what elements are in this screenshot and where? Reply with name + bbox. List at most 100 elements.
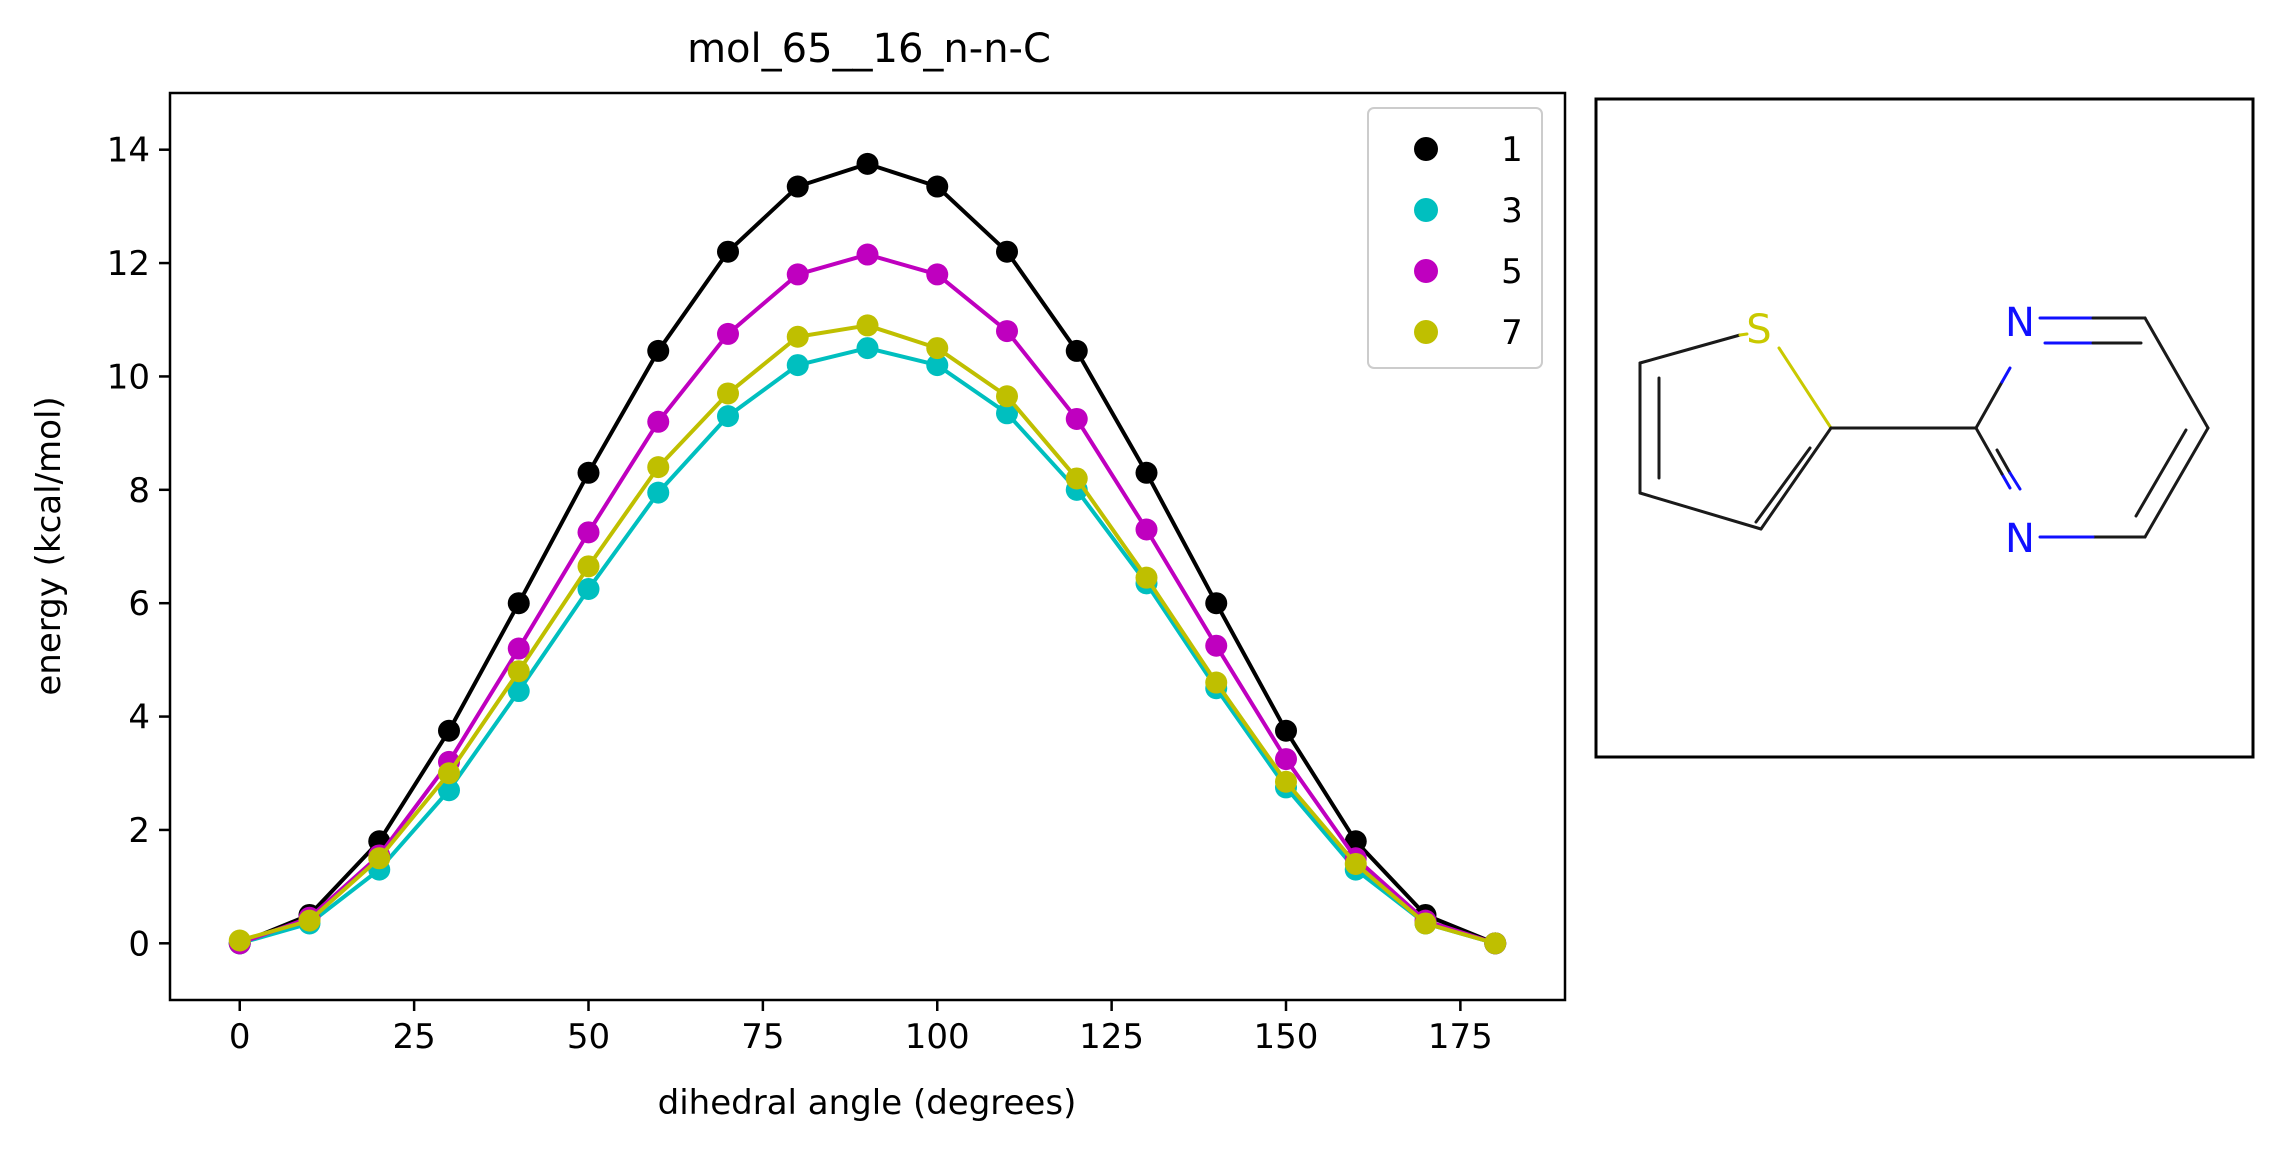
data-point-7: [298, 909, 321, 932]
data-point-7: [1275, 770, 1297, 793]
data-point-7: [228, 929, 251, 952]
bond-n3-c2-nitrogen: [2000, 472, 2012, 490]
y-tick-label: 0: [128, 924, 150, 964]
bond-c2-s-start: [1638, 347, 1692, 365]
bond-c-s: [1688, 333, 1742, 351]
chart-title: mol_65__16_n-n-C: [687, 26, 1051, 72]
data-point-5: [996, 320, 1018, 343]
data-point-5: [1065, 407, 1088, 430]
bond-c2-n1-nitrogen: [2000, 366, 2012, 384]
bond-n3-c2: [1974, 426, 2004, 476]
data-point-7: [926, 337, 949, 360]
bond-c-s-sulfur: [1738, 332, 1749, 337]
x-tick-label: 150: [1254, 1017, 1319, 1057]
x-axis-ticks: 0 25 50 75 100 125 150 175: [229, 1000, 1493, 1057]
x-tick-label: 175: [1428, 1017, 1493, 1057]
data-point-7: [647, 456, 670, 479]
y-tick-label: 10: [107, 357, 150, 397]
x-tick-label: 50: [567, 1017, 610, 1057]
data-point-1: [786, 175, 809, 198]
y-tick-label: 12: [107, 244, 150, 284]
data-point-5: [786, 263, 809, 286]
data-point-3: [507, 680, 530, 703]
bond-c6-c5: [2143, 316, 2210, 430]
data-point-5: [577, 521, 600, 544]
bond-c5-c4: [1759, 426, 1833, 531]
y-tick-label: 2: [128, 811, 150, 851]
series-5: [228, 243, 1507, 955]
data-point-1: [1135, 461, 1158, 484]
data-point-3: [926, 354, 949, 377]
data-point-7: [1414, 912, 1437, 935]
nitrogen-atom-label-bottom: N: [2005, 516, 2035, 562]
legend-frame: [1367, 107, 1543, 369]
x-tick-label: 75: [741, 1017, 784, 1057]
data-point-7: [438, 762, 460, 785]
data-point-3: [577, 578, 600, 601]
molecule-bonds: [1638, 316, 2210, 539]
legend: 1 3 5 7: [1367, 107, 1543, 369]
data-point-7: [786, 325, 809, 348]
legend-label-7: 7: [1501, 313, 1523, 353]
data-point-7: [1205, 671, 1228, 694]
bond-c5-c4-pyr: [2143, 426, 2210, 539]
data-point-7: [996, 385, 1018, 408]
legend-label-5: 5: [1501, 252, 1523, 292]
x-tick-label: 100: [905, 1017, 970, 1057]
data-point-7: [577, 555, 600, 578]
data-point-5: [1275, 748, 1297, 771]
series-7: [228, 314, 1507, 955]
legend-label-3: 3: [1501, 191, 1523, 231]
data-point-1: [507, 592, 530, 615]
data-point-1: [856, 152, 879, 175]
data-point-1: [926, 175, 949, 198]
y-tick-label: 14: [107, 131, 150, 171]
data-point-3: [996, 402, 1018, 425]
data-point-1: [1344, 830, 1367, 853]
data-point-5: [926, 263, 949, 286]
data-point-7: [1484, 932, 1507, 955]
data-point-5: [647, 410, 670, 433]
data-point-5: [717, 322, 739, 345]
data-point-3: [856, 337, 879, 360]
data-point-3: [717, 405, 739, 428]
bond-c5-c4-pyr-inner: [2134, 428, 2188, 518]
data-point-1: [1065, 339, 1088, 362]
data-point-5: [507, 637, 530, 660]
y-tick-label: 6: [128, 584, 150, 624]
legend-marker-1: [1414, 137, 1438, 161]
data-point-1: [647, 339, 670, 362]
data-point-7: [1065, 467, 1088, 490]
data-point-1: [717, 240, 739, 263]
data-point-1: [996, 240, 1018, 263]
bond-c2-n1: [1974, 380, 2004, 430]
y-tick-label: 8: [128, 471, 150, 511]
legend-marker-7: [1414, 320, 1438, 344]
nitrogen-atom-label-top: N: [2005, 300, 2035, 346]
data-point-1: [577, 461, 600, 484]
y-axis-label: energy (kcal/mol): [29, 396, 69, 695]
data-point-7: [507, 660, 530, 683]
bond-c5-c4-inner: [1754, 446, 1812, 524]
x-tick-label: 125: [1079, 1017, 1144, 1057]
data-point-1: [438, 719, 460, 742]
x-tick-label: 25: [392, 1017, 435, 1057]
data-point-5: [1205, 634, 1228, 657]
series-layer: [228, 152, 1507, 955]
legend-label-1: 1: [1501, 130, 1523, 170]
data-point-5: [1135, 518, 1158, 541]
sulfur-atom-label: S: [1746, 307, 1771, 353]
bond-c4-c3: [1638, 491, 1763, 531]
legend-entries: 1 3 5 7: [1414, 130, 1523, 353]
data-point-7: [717, 382, 739, 405]
legend-marker-5: [1414, 259, 1438, 283]
data-point-7: [1344, 852, 1367, 875]
bond-n3-c2-inner: [1995, 448, 2012, 475]
series-1: [228, 152, 1507, 955]
y-axis-ticks: 0 2 4 6 8 10 12 14: [107, 131, 170, 964]
data-point-5: [856, 243, 879, 266]
data-point-3: [647, 481, 670, 504]
molecule-panel: S N N: [1594, 97, 2255, 759]
x-axis-label: dihedral angle (degrees): [658, 1083, 1077, 1123]
